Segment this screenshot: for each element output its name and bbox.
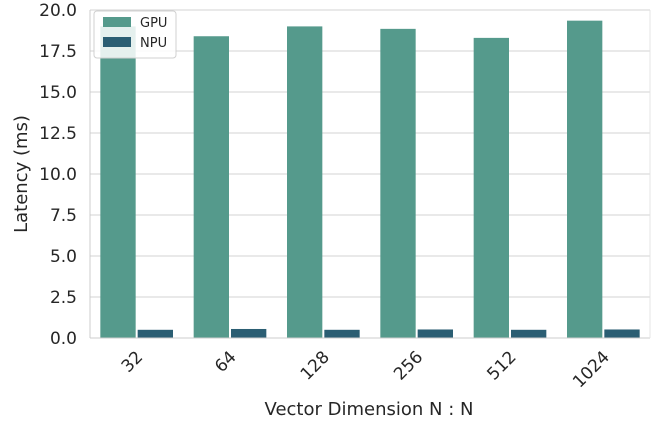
y-tick-label: 17.5 — [39, 42, 77, 62]
legend-label-npu: NPU — [140, 36, 167, 51]
y-tick-label: 5.0 — [50, 247, 77, 267]
bar-gpu-64 — [193, 36, 229, 339]
bar-gpu-32 — [100, 26, 136, 339]
bars — [100, 20, 640, 339]
x-axis-label: Vector Dimension N : N — [265, 399, 474, 420]
legend-swatch-npu — [103, 37, 131, 47]
bar-gpu-128 — [287, 26, 323, 339]
bar-npu-256 — [417, 329, 453, 338]
legend: GPU NPU — [93, 10, 177, 59]
bar-gpu-512 — [473, 37, 509, 338]
bar-gpu-256 — [380, 28, 416, 339]
y-tick-label: 7.5 — [50, 206, 77, 226]
y-tick-label: 0.0 — [50, 329, 77, 349]
y-tick-labels: 0.0 2.5 5.0 7.5 10.0 12.5 15.0 17.5 20.0 — [39, 1, 77, 349]
y-tick-label: 2.5 — [50, 288, 77, 308]
bar-npu-512 — [511, 329, 547, 338]
bar-npu-128 — [324, 329, 360, 338]
y-tick-label: 10.0 — [39, 165, 77, 185]
bar-npu-32 — [137, 329, 173, 338]
axes — [89, 10, 651, 339]
legend-label-gpu: GPU — [140, 16, 167, 31]
legend-swatch-gpu — [103, 17, 131, 27]
y-axis-label: Latency (ms) — [11, 115, 32, 233]
y-tick-label: 20.0 — [39, 1, 77, 21]
bar-npu-1024 — [604, 329, 640, 338]
y-tick-label: 15.0 — [39, 83, 77, 103]
bar-npu-64 — [231, 328, 267, 338]
y-tick-label: 12.5 — [39, 124, 77, 144]
bar-gpu-1024 — [567, 20, 603, 338]
